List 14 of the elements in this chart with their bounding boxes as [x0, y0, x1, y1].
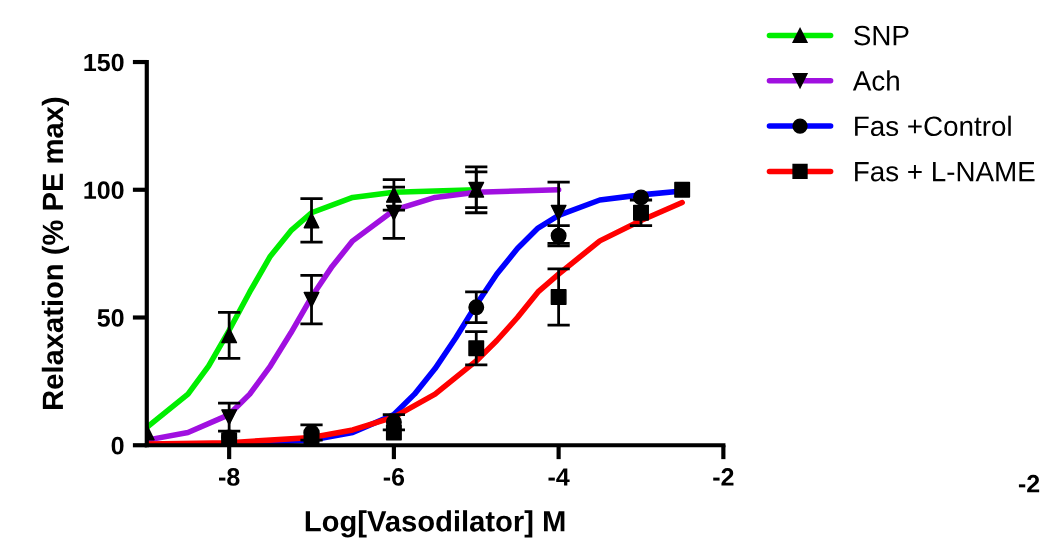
y-tick-label: 50 [97, 309, 124, 327]
y-tick-label: 100 [84, 181, 124, 200]
x-axis-title: Log[Vasodilator] M [305, 510, 565, 538]
y-tick-label: 0 [111, 436, 124, 455]
y-axis-title: Relaxation (% PE max) [41, 97, 69, 409]
y-tick-label: 150 [84, 53, 124, 72]
legend-label: SNP [854, 25, 909, 46]
legend-label: Ach [852, 70, 899, 91]
x-tick-label: -6 [383, 468, 405, 486]
x-tick-label: -4 [548, 468, 570, 486]
x-tick-label: -2 [713, 468, 734, 486]
x-tick-label: -8 [219, 468, 240, 486]
legend-label: Fas +Control [855, 115, 1011, 137]
legend-label: Fas + L-NAME [855, 162, 1035, 182]
